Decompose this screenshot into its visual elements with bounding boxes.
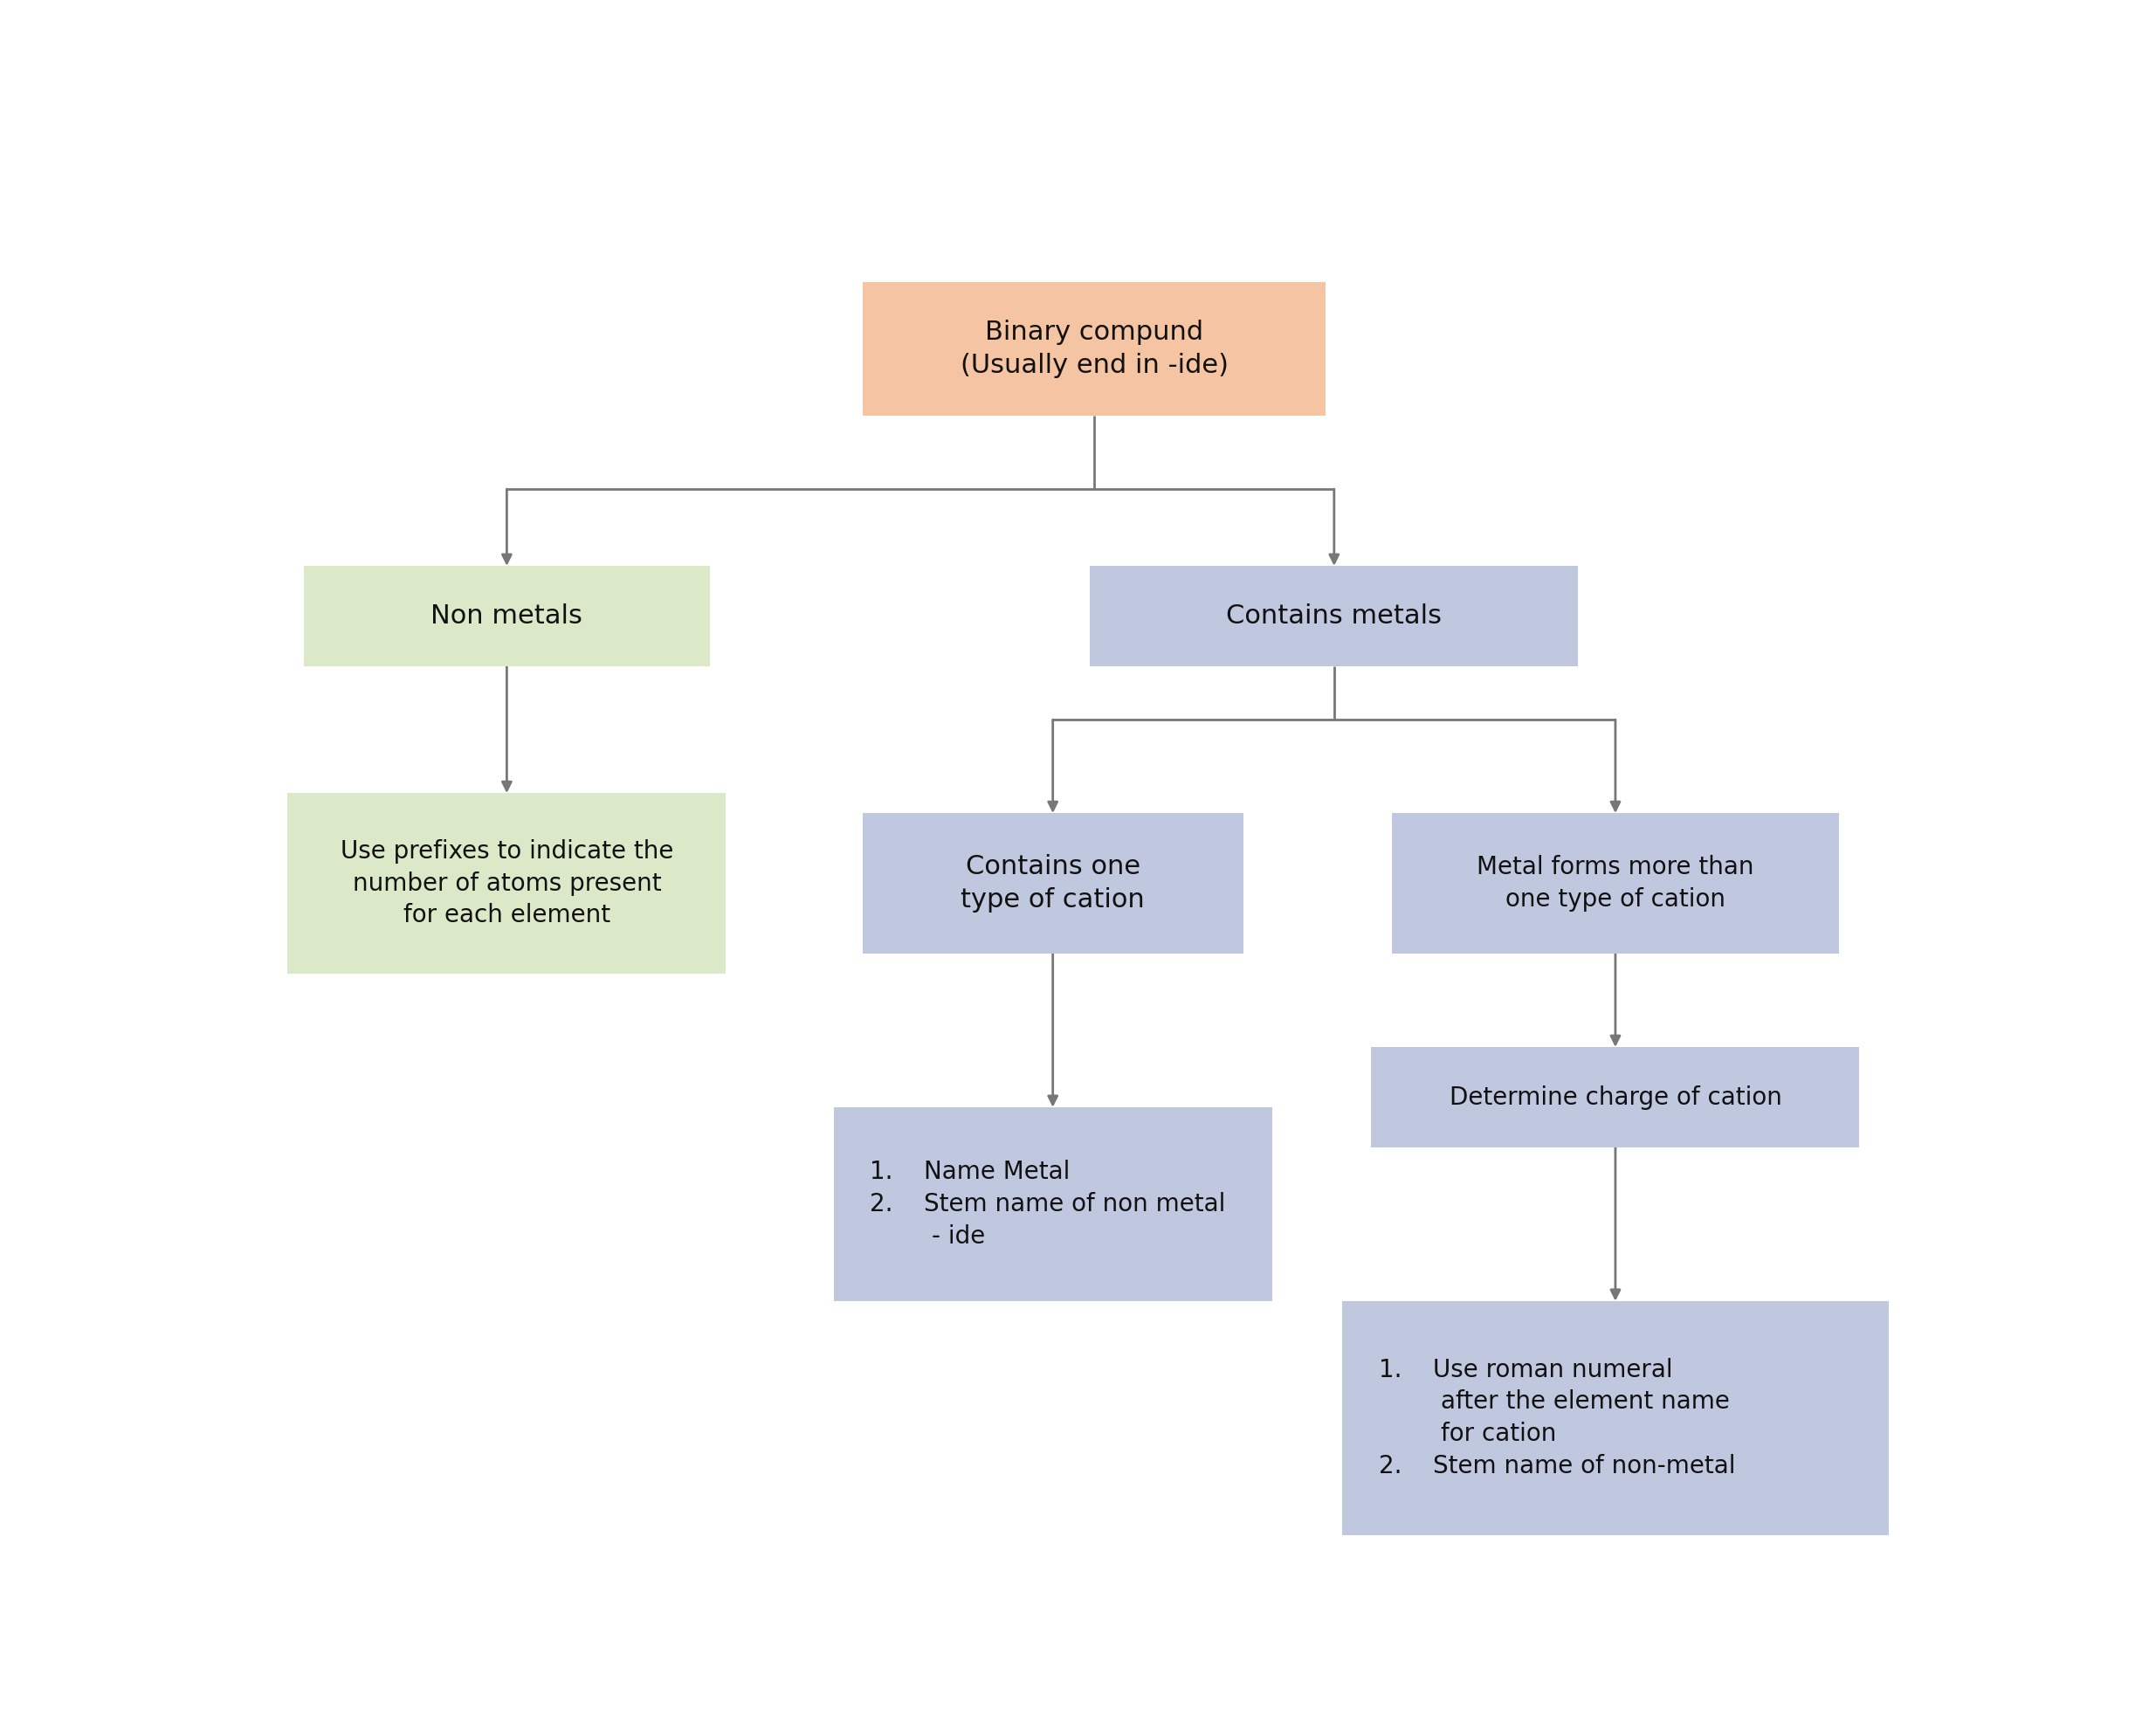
FancyBboxPatch shape: [833, 1108, 1272, 1300]
Text: Contains one
type of cation: Contains one type of cation: [961, 854, 1144, 913]
FancyBboxPatch shape: [1392, 812, 1838, 953]
FancyBboxPatch shape: [863, 812, 1243, 953]
Text: Binary compund
(Usually end in -ide): Binary compund (Usually end in -ide): [961, 319, 1228, 378]
Text: 1.    Use roman numeral
        after the element name
        for cation
2.    : 1. Use roman numeral after the element n…: [1379, 1358, 1736, 1479]
Text: Determine charge of cation: Determine charge of cation: [1450, 1085, 1783, 1109]
Text: Metal forms more than
one type of cation: Metal forms more than one type of cation: [1477, 856, 1755, 911]
FancyBboxPatch shape: [863, 281, 1326, 415]
FancyBboxPatch shape: [303, 566, 709, 667]
FancyBboxPatch shape: [288, 793, 726, 974]
FancyBboxPatch shape: [1343, 1300, 1887, 1535]
Text: Use prefixes to indicate the
number of atoms present
for each element: Use prefixes to indicate the number of a…: [339, 838, 673, 927]
Text: 1.    Name Metal
2.    Stem name of non metal
        - ide: 1. Name Metal 2. Stem name of non metal …: [869, 1160, 1225, 1248]
Text: Non metals: Non metals: [431, 604, 583, 628]
FancyBboxPatch shape: [1091, 566, 1578, 667]
FancyBboxPatch shape: [1371, 1047, 1860, 1147]
Text: Contains metals: Contains metals: [1225, 604, 1441, 628]
